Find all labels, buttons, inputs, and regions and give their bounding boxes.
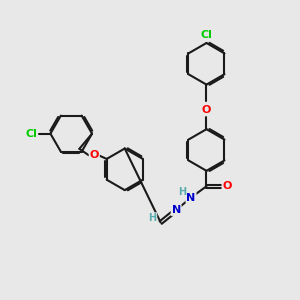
Text: O: O — [89, 150, 99, 161]
Text: N: N — [172, 205, 181, 215]
Text: Cl: Cl — [200, 30, 212, 40]
Text: N: N — [186, 193, 196, 202]
Text: Cl: Cl — [25, 129, 37, 139]
Text: O: O — [202, 106, 211, 116]
Text: H: H — [178, 187, 186, 197]
Text: H: H — [148, 213, 156, 223]
Text: O: O — [223, 181, 232, 191]
